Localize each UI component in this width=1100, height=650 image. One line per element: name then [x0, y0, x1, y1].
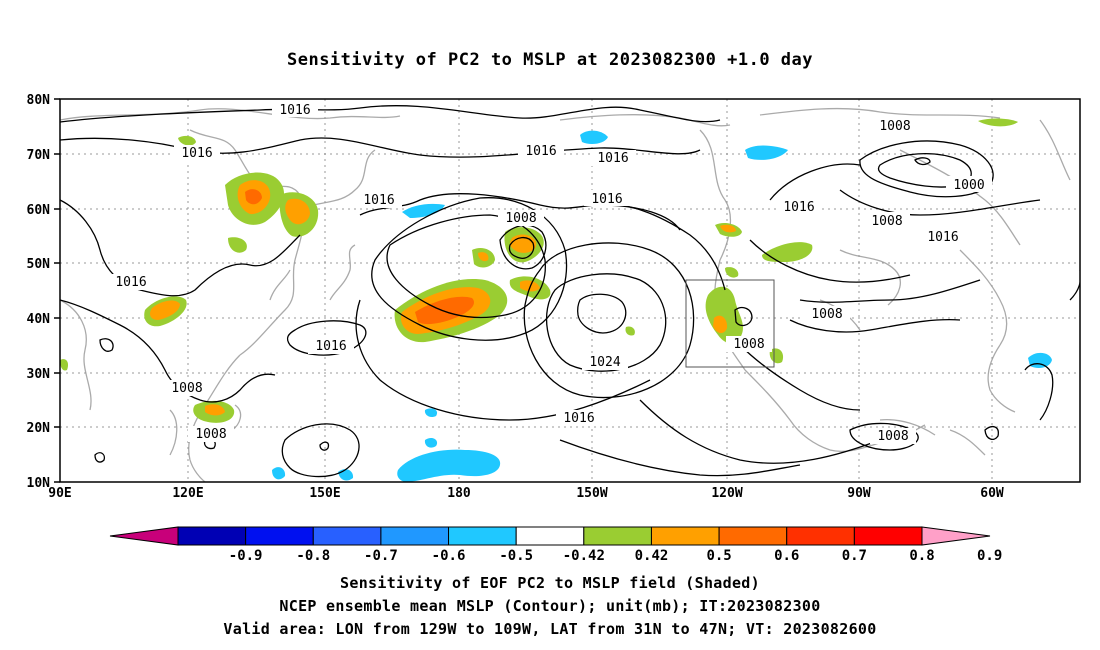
contour-label: 1016: [927, 230, 958, 245]
colorbar-segment: [718, 526, 788, 546]
valid-area-box: [685, 279, 775, 368]
colorbar-arrow-low: [109, 526, 179, 546]
colorbar-segment: [177, 526, 247, 546]
contour-label: 1000: [953, 178, 984, 193]
colorbar-segment: [515, 526, 585, 546]
contour-label: 1016: [181, 146, 212, 161]
contour-label: 1008: [879, 119, 910, 134]
lon-label: 120E: [172, 486, 203, 501]
lon-label: 150E: [309, 486, 340, 501]
lat-label: 30N: [27, 367, 51, 382]
longitude-axis: 90E 120E 150E 180 150W 120W 90W 60W: [48, 486, 1004, 501]
contour-label: 1016: [783, 200, 814, 215]
lat-label: 70N: [27, 148, 51, 163]
contour-label: 1008: [811, 307, 842, 322]
colorbar-tick-label: 0.9: [977, 548, 1002, 564]
colorbar-tick-label: 0.5: [706, 548, 731, 564]
colorbar-arrow-high: [921, 526, 991, 546]
contour-label: 1008: [733, 337, 764, 352]
colorbar-segment: [312, 526, 382, 546]
contour-label: 1016: [115, 275, 146, 290]
contour-label: 1024: [589, 355, 620, 370]
contour-label-group: 1016 1016 1016 1016 1016 1016 1016 1016 …: [108, 101, 992, 444]
contour-label: 1016: [591, 192, 622, 207]
lat-label: 60N: [27, 203, 51, 218]
colorbar-tick-label: -0.5: [499, 548, 533, 564]
colorbar-tick-label: -0.8: [296, 548, 330, 564]
colorbar-tick-label: 0.42: [635, 548, 669, 564]
lon-label: 60W: [980, 486, 1004, 501]
colorbar-tick-label: -0.6: [432, 548, 466, 564]
colorbar-tick-label: 0.8: [909, 548, 934, 564]
lon-label: 180: [447, 486, 471, 501]
colorbar-segment: [650, 526, 720, 546]
contour-label: 1008: [877, 429, 908, 444]
colorbar-segment: [380, 526, 450, 546]
colorbar-tick-label: -0.42: [563, 548, 605, 564]
colorbar-tick-label: -0.7: [364, 548, 398, 564]
lat-label: 40N: [27, 312, 51, 327]
contour-label: 1016: [279, 103, 310, 118]
lon-label: 120W: [711, 486, 742, 501]
map-title: Sensitivity of PC2 to MSLP at 2023082300…: [286, 50, 813, 70]
colorbar-tick-label: 0.6: [774, 548, 799, 564]
colorbar-segment: [786, 526, 855, 546]
caption-line-1: Sensitivity of EOF PC2 to MSLP field (Sh…: [340, 574, 760, 592]
colorbar: -0.9 -0.8 -0.7 -0.6 -0.5 -0.42 0.42 0.5 0.6 0.7 0.…: [109, 526, 1002, 564]
colorbar-segment: [853, 526, 923, 546]
sensitivity-shading: [60, 118, 1052, 482]
latitude-axis: 80N 70N 60N 50N 40N 30N 20N 10N: [27, 93, 60, 491]
colorbar-tick-label: 0.7: [842, 548, 867, 564]
contour-label: 1016: [563, 411, 594, 426]
contour-label: 1016: [315, 339, 346, 354]
colorbar-tick-label: -0.9: [229, 548, 263, 564]
lat-label: 50N: [27, 257, 51, 272]
caption-line-3: Valid area: LON from 129W to 109W, LAT f…: [223, 620, 877, 638]
lat-label: 10N: [27, 476, 51, 491]
contour-label: 1016: [597, 151, 628, 166]
lon-label: 150W: [576, 486, 607, 501]
lon-label: 90W: [847, 486, 871, 501]
contour-label: 1016: [363, 193, 394, 208]
lat-label: 80N: [27, 93, 51, 108]
contour-label: 1016: [525, 144, 556, 159]
lon-label: 90E: [48, 486, 71, 501]
contour-label: 1008: [195, 427, 226, 442]
contour-label: 1008: [505, 211, 536, 226]
map-frame: [59, 98, 1081, 483]
contour-label: 1008: [171, 381, 202, 396]
colorbar-segment: [448, 526, 517, 546]
colorbar-segment: [583, 526, 652, 546]
colorbar-segment: [245, 526, 314, 546]
lat-label: 20N: [27, 421, 51, 436]
contour-label: 1008: [871, 214, 902, 229]
caption-line-2: NCEP ensemble mean MSLP (Contour); unit(…: [279, 597, 821, 615]
